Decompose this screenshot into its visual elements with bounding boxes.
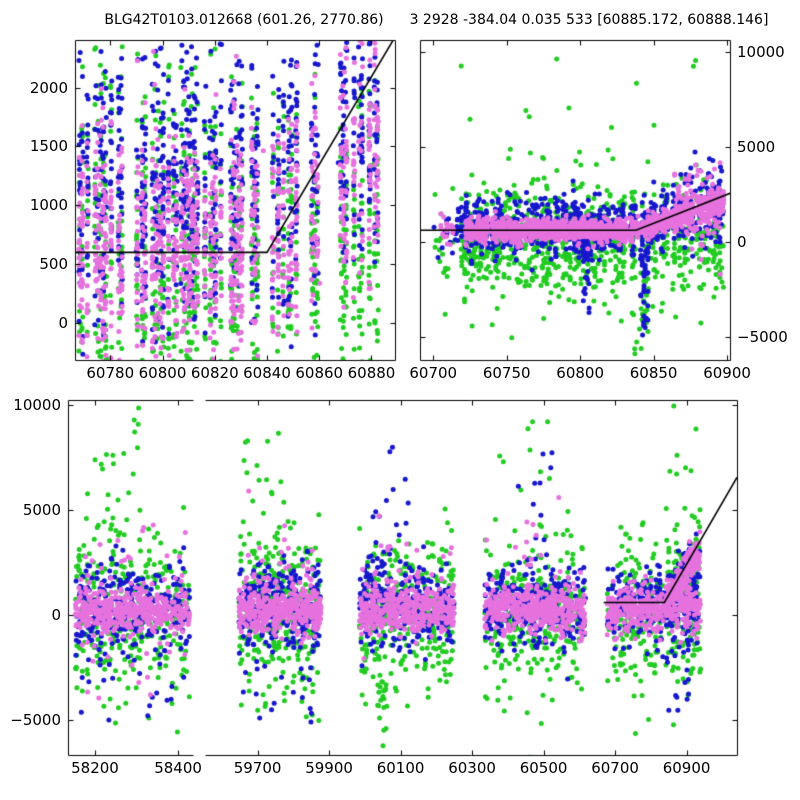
x-tick-label: 60880 [347, 364, 396, 382]
x-tick-label: 60800 [138, 364, 187, 382]
x-tick-label: 60850 [629, 364, 678, 382]
x-tick-label: 59700 [233, 759, 282, 777]
y-tick-label: 0 [51, 606, 61, 625]
x-tick-label: 60860 [295, 364, 344, 382]
y-tick-label: 10000 [737, 42, 785, 61]
x-tick-label: 60100 [376, 759, 425, 777]
y-tick-label: 2000 [29, 78, 68, 97]
right-plot-title: 3 2928 -384.04 0.035 533 [60885.172, 608… [409, 12, 769, 28]
y-tick-label: 5000 [737, 137, 776, 156]
x-tick-label: 60820 [190, 364, 239, 382]
x-tick-label: 60900 [703, 364, 751, 382]
y-tick-label: −5000 [10, 711, 61, 730]
left-plot-title: BLG42T0103.012668 (601.26, 2770.86) [104, 12, 384, 28]
x-tick-label: 58200 [71, 759, 119, 777]
y-tick-label: 0 [737, 232, 747, 251]
x-tick-label: 60800 [556, 364, 604, 382]
x-tick-label: 60700 [409, 364, 458, 382]
x-tick-label: 60900 [662, 759, 711, 777]
x-tick-label: 60700 [591, 759, 639, 777]
x-tick-label: 59900 [305, 759, 353, 777]
y-tick-label: 500 [39, 255, 68, 274]
y-tick-label: 5000 [22, 501, 61, 520]
y-tick-label: 10000 [13, 396, 61, 415]
y-tick-label: 1000 [29, 196, 68, 215]
y-tick-label: 1500 [29, 137, 68, 156]
x-tick-label: 60750 [482, 364, 531, 382]
x-tick-label: 60500 [519, 759, 568, 777]
x-tick-label: 60840 [243, 364, 291, 382]
y-tick-label: 0 [58, 313, 68, 332]
x-tick-label: 60780 [86, 364, 135, 382]
x-tick-label: 58400 [154, 759, 202, 777]
y-tick-label: −5000 [737, 328, 788, 346]
x-tick-label: 60300 [448, 759, 496, 777]
